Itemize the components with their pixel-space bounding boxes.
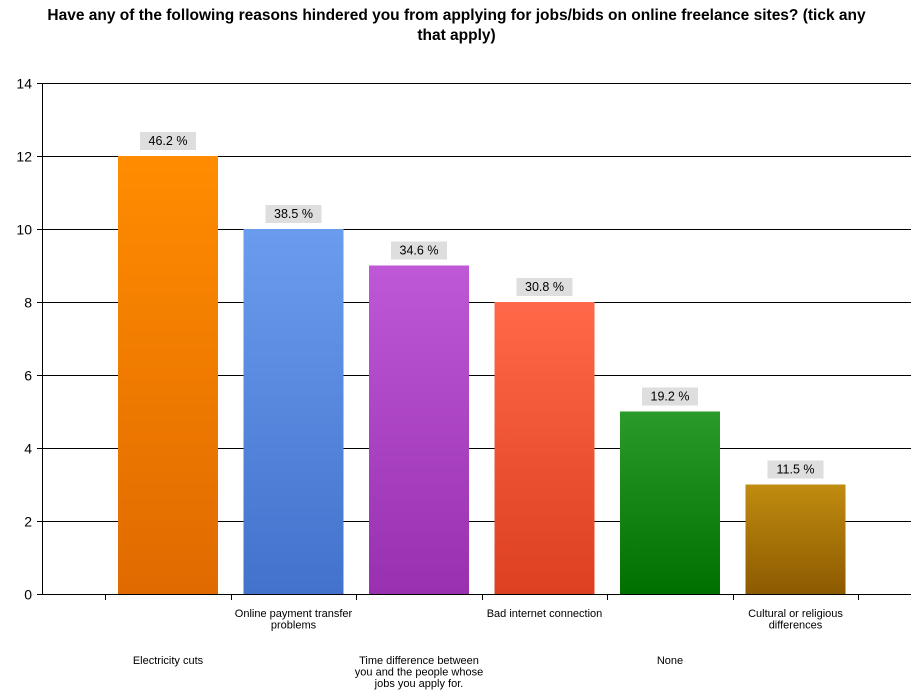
y-tick-label: 8 (24, 295, 32, 311)
data-label: 46.2 % (149, 134, 188, 148)
bar-1 (243, 229, 344, 594)
x-category-label: problems (271, 620, 317, 632)
data-label-box (265, 205, 322, 223)
bar-layer (118, 156, 846, 594)
data-label: 11.5 % (777, 463, 815, 477)
bar-4 (620, 411, 720, 594)
axis-layer: 0 2 4 6 8 10 12 14 Electricity cuts Online paymen… (16, 76, 911, 690)
x-category-label: None (657, 655, 683, 667)
data-label: 38.5 % (274, 207, 313, 221)
x-category-label: Cultural or religious (748, 608, 843, 620)
data-label-layer: 46.2 % 38.5 % 34.6 % 30.8 % 19.2 % 11.5 % (140, 132, 824, 479)
data-label-box (516, 278, 573, 296)
x-category-label: Bad internet connection (487, 608, 603, 620)
x-category-label: Time difference between (359, 655, 479, 667)
data-label: 34.6 % (400, 244, 439, 258)
chart-title: Have any of the following reasons hinder… (47, 7, 866, 44)
x-category-label: Online payment transfer (235, 608, 353, 620)
x-category-label: you and the people whose (355, 667, 483, 679)
data-label-box (140, 132, 196, 150)
y-tick-label: 6 (24, 368, 32, 384)
bar-0 (118, 156, 218, 594)
bar-3 (494, 302, 595, 594)
y-tick-label: 0 (24, 587, 32, 603)
data-label: 30.8 % (525, 280, 564, 294)
y-tick-label: 14 (16, 76, 32, 92)
y-tick-label: 2 (24, 514, 32, 530)
x-category-label: jobs you apply for. (374, 678, 464, 690)
data-label-box (767, 460, 824, 479)
y-tick-label: 10 (16, 222, 32, 238)
y-tick-label: 4 (24, 441, 32, 457)
data-label: 19.2 % (651, 390, 690, 404)
bar-2 (369, 265, 469, 594)
data-label-box (391, 241, 447, 260)
x-category-label: differences (769, 620, 823, 632)
data-label-box (642, 387, 698, 406)
y-tick-label: 12 (16, 149, 32, 165)
bar-5 (745, 484, 846, 594)
x-category-label: Electricity cuts (133, 655, 204, 667)
